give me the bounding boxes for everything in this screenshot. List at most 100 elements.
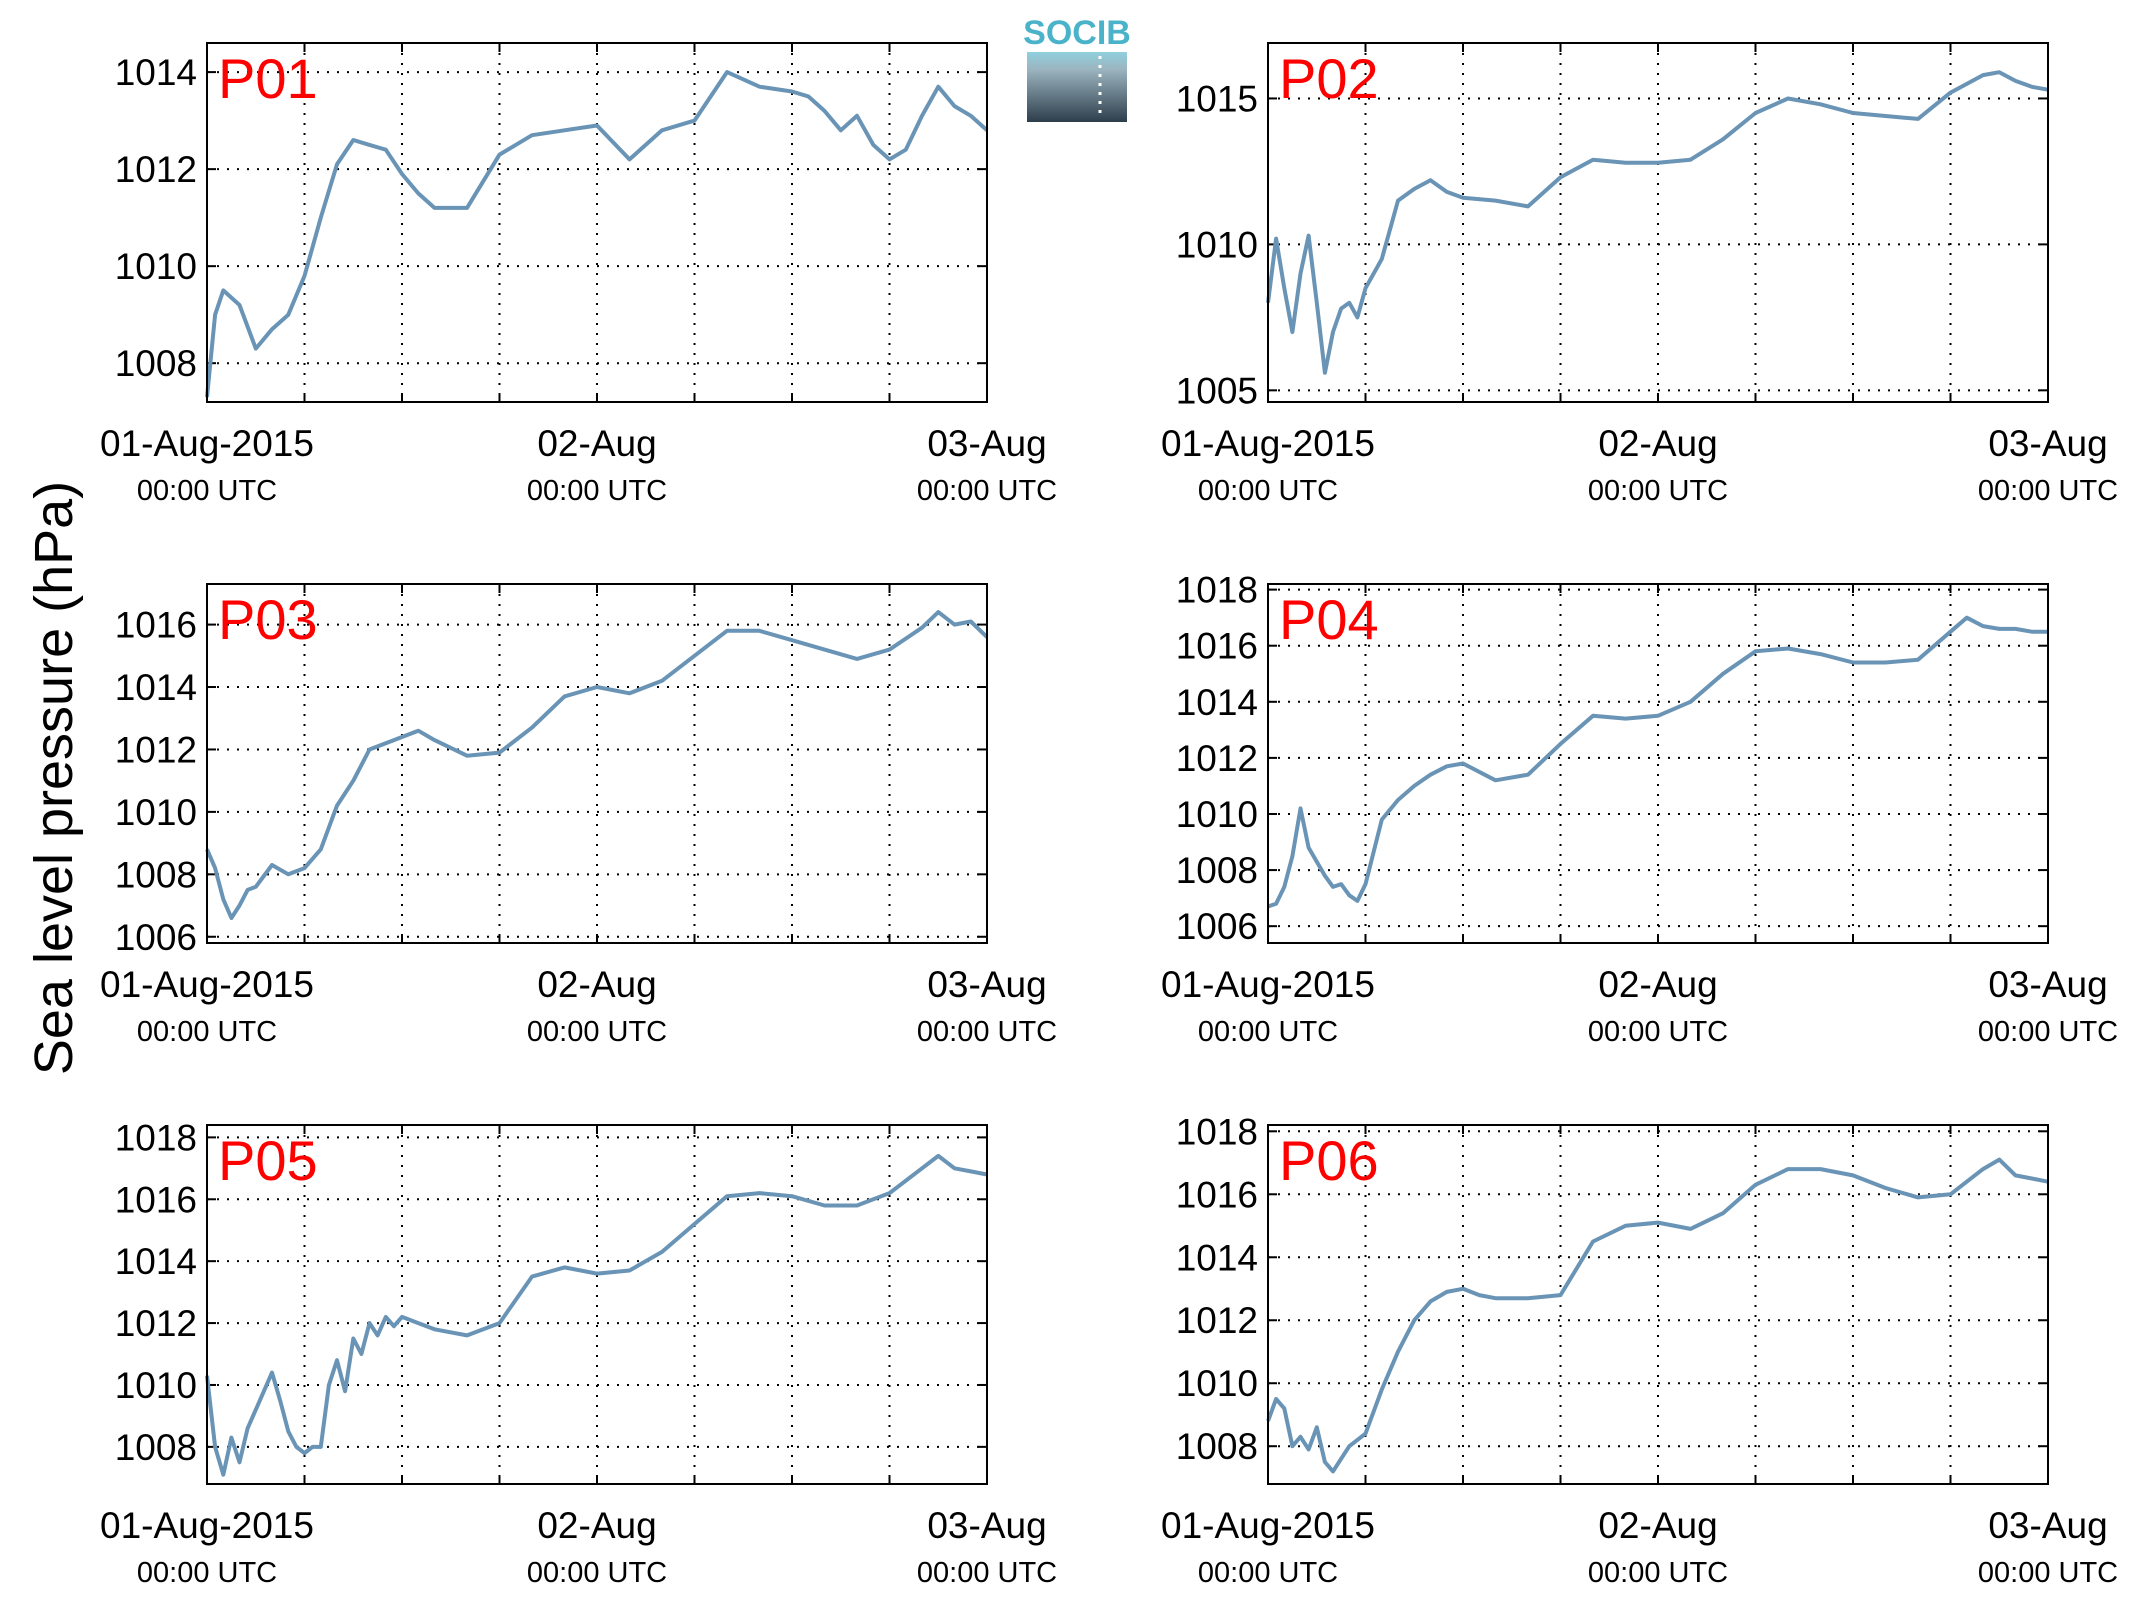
series-line bbox=[1266, 1157, 2049, 1474]
axes-frame bbox=[206, 1124, 988, 1485]
y-tick-label: 1008 bbox=[115, 854, 197, 895]
y-tick-label: 1016 bbox=[115, 1179, 197, 1220]
y-tick-label: 1006 bbox=[115, 917, 197, 958]
x-tick-label-date: 03-Aug bbox=[1988, 1505, 2107, 1546]
y-tick-label: 1015 bbox=[1176, 78, 1258, 119]
x-tick-label-time: 00:00 UTC bbox=[917, 475, 1057, 507]
x-tick-label-date: 01-Aug-2015 bbox=[100, 964, 314, 1005]
x-tick-label-time: 00:00 UTC bbox=[137, 1557, 277, 1589]
y-tick-label: 1018 bbox=[115, 1117, 197, 1158]
x-tick-label-time: 00:00 UTC bbox=[1198, 475, 1338, 507]
panel-1: 1008 1010 1012 1014 P01 01-Aug-2015 00:00 UTC 0… bbox=[100, 42, 1057, 507]
x-tick-label-time: 00:00 UTC bbox=[137, 1016, 277, 1048]
y-tick-label: 1018 bbox=[1176, 1111, 1258, 1152]
x-tick-label-time: 00:00 UTC bbox=[1588, 1016, 1728, 1048]
y-tick-label: 1012 bbox=[115, 149, 197, 190]
y-tick-label: 1008 bbox=[115, 1427, 197, 1468]
x-tick-label-date: 02-Aug bbox=[1598, 423, 1717, 464]
x-tick-label-time: 00:00 UTC bbox=[917, 1016, 1057, 1048]
panel-title: P04 bbox=[1279, 588, 1379, 651]
y-tick-label: 1005 bbox=[1176, 370, 1258, 411]
y-tick-label: 1014 bbox=[115, 1241, 197, 1282]
x-tick-label-time: 00:00 UTC bbox=[1588, 475, 1728, 507]
x-tick-label-date: 03-Aug bbox=[927, 423, 1046, 464]
y-tick-label: 1010 bbox=[1176, 224, 1258, 265]
y-tick-label: 1012 bbox=[115, 1303, 197, 1344]
panel-title: P03 bbox=[218, 588, 318, 651]
x-tick-label-time: 00:00 UTC bbox=[1978, 1557, 2118, 1589]
x-tick-label-time: 00:00 UTC bbox=[1978, 475, 2118, 507]
x-tick-label-date: 02-Aug bbox=[1598, 964, 1717, 1005]
y-tick-label: 1014 bbox=[115, 52, 197, 93]
y-tick-label: 1010 bbox=[1176, 1363, 1258, 1404]
y-tick-label: 1016 bbox=[1176, 626, 1258, 667]
y-tick-label: 1008 bbox=[115, 343, 197, 384]
logo-text: SOCIB bbox=[1023, 14, 1131, 52]
panel-3: 1006 1008 1010 1012 1014 1016 P03 01-Aug-2015 00… bbox=[100, 583, 1057, 1048]
panel-title: P06 bbox=[1279, 1129, 1379, 1192]
y-tick-label: 1008 bbox=[1176, 850, 1258, 891]
x-tick-label-time: 00:00 UTC bbox=[1198, 1557, 1338, 1589]
panel-2: 1005 1010 1015 P02 01-Aug-2015 00:00 UTC 02-Au… bbox=[1161, 42, 2118, 507]
series-line bbox=[1267, 615, 2048, 909]
x-tick-label-date: 01-Aug-2015 bbox=[1161, 964, 1375, 1005]
x-tick-label-date: 02-Aug bbox=[537, 423, 656, 464]
x-tick-label-date: 03-Aug bbox=[927, 964, 1046, 1005]
x-tick-label-date: 02-Aug bbox=[1598, 1505, 1717, 1546]
x-tick-label-time: 00:00 UTC bbox=[1978, 1016, 2118, 1048]
logo-gradient-block bbox=[1027, 52, 1127, 122]
socib-logo: SOCIB bbox=[1023, 14, 1131, 122]
panel-title: P01 bbox=[218, 47, 318, 110]
plot-area bbox=[207, 584, 987, 943]
y-tick-label: 1008 bbox=[1176, 1426, 1258, 1467]
y-tick-label: 1010 bbox=[1176, 794, 1258, 835]
x-tick-label-date: 01-Aug-2015 bbox=[1161, 423, 1375, 464]
x-tick-label-time: 00:00 UTC bbox=[137, 475, 277, 507]
x-tick-label-date: 02-Aug bbox=[537, 1505, 656, 1546]
x-tick-label-time: 00:00 UTC bbox=[1588, 1557, 1728, 1589]
y-axis-label: Sea level pressure (hPa) bbox=[24, 481, 84, 1075]
x-tick-label-time: 00:00 UTC bbox=[527, 475, 667, 507]
y-tick-label: 1010 bbox=[115, 792, 197, 833]
panel-6: 1008 1010 1012 1014 1016 1018 P06 01-Aug-2015 00… bbox=[1161, 1111, 2118, 1589]
plot-area bbox=[1268, 584, 2048, 943]
plot-area bbox=[1268, 1125, 2048, 1484]
y-tick-label: 1010 bbox=[115, 246, 197, 287]
x-tick-label-time: 00:00 UTC bbox=[917, 1557, 1057, 1589]
plot-area bbox=[1268, 43, 2048, 402]
y-tick-label: 1016 bbox=[115, 605, 197, 646]
panels: 1008 1010 1012 1014 P01 01-Aug-2015 00:00 UTC 0… bbox=[100, 42, 2118, 1589]
y-tick-label: 1014 bbox=[1176, 682, 1258, 723]
panel-5: 1008 1010 1012 1014 1016 1018 P05 01-Aug-2015 00… bbox=[100, 1117, 1057, 1589]
axes-frame bbox=[1267, 1124, 2049, 1485]
x-tick-label-date: 01-Aug-2015 bbox=[100, 423, 314, 464]
y-tick-label: 1012 bbox=[1176, 738, 1258, 779]
axes-frame bbox=[206, 42, 988, 403]
plot-area bbox=[207, 43, 987, 402]
x-tick-label-date: 03-Aug bbox=[1988, 964, 2107, 1005]
series-line bbox=[205, 610, 989, 920]
axes-frame bbox=[1267, 583, 2049, 944]
y-tick-label: 1006 bbox=[1176, 906, 1258, 947]
x-tick-label-date: 03-Aug bbox=[927, 1505, 1046, 1546]
axes-frame bbox=[206, 583, 988, 944]
y-tick-label: 1010 bbox=[115, 1365, 197, 1406]
y-tick-label: 1016 bbox=[1176, 1174, 1258, 1215]
series-line bbox=[205, 70, 989, 398]
x-tick-label-time: 00:00 UTC bbox=[1198, 1016, 1338, 1048]
x-tick-label-date: 01-Aug-2015 bbox=[100, 1505, 314, 1546]
series-line bbox=[1266, 70, 2049, 375]
panel-4: 1006 1008 1010 1012 1014 1016 1018 P04 01-Aug-20… bbox=[1161, 570, 2118, 1048]
y-tick-label: 1012 bbox=[115, 729, 197, 770]
panel-title: P05 bbox=[218, 1129, 318, 1192]
y-tick-label: 1014 bbox=[1176, 1237, 1258, 1278]
y-tick-label: 1012 bbox=[1176, 1300, 1258, 1341]
x-tick-label-date: 02-Aug bbox=[537, 964, 656, 1005]
x-tick-label-time: 00:00 UTC bbox=[527, 1016, 667, 1048]
axes-frame bbox=[1267, 42, 2049, 403]
y-tick-label: 1018 bbox=[1176, 570, 1258, 611]
series-line bbox=[205, 1153, 988, 1477]
panel-title: P02 bbox=[1279, 47, 1379, 110]
x-tick-label-date: 03-Aug bbox=[1988, 423, 2107, 464]
